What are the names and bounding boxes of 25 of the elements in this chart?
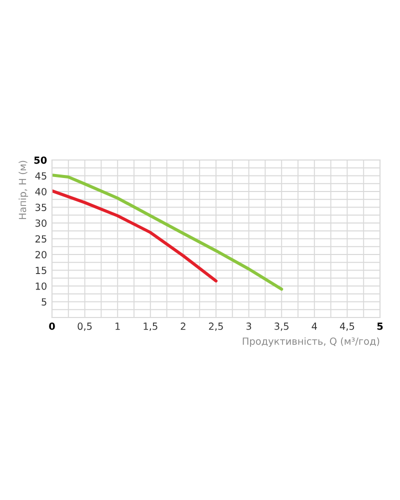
line-series xyxy=(52,189,218,282)
y-axis-title: Напір, H (м) xyxy=(18,160,28,220)
y-tick-label: 45 xyxy=(35,172,46,180)
x-tick-label: 2 xyxy=(180,322,186,330)
x-tick-label: 4,5 xyxy=(340,322,354,331)
x-tick-label: 1 xyxy=(116,322,120,330)
x-axis-title: Продуктивність, Q (м³/год) xyxy=(242,337,380,347)
x-tick-label: 0 xyxy=(49,322,55,330)
y-tick-label: 10 xyxy=(36,282,46,290)
x-tick-label: 3,5 xyxy=(274,322,288,331)
line-series xyxy=(52,174,284,291)
x-tick-label: 5 xyxy=(377,322,383,330)
y-tick-label: 30 xyxy=(36,219,46,227)
x-tick-label: 3 xyxy=(246,322,252,330)
x-tick-label: 1,5 xyxy=(144,322,158,331)
y-tick-label: 20 xyxy=(35,250,46,258)
y-tick-label: 35 xyxy=(36,204,46,212)
y-tick-label: 25 xyxy=(35,235,46,243)
x-tick-label: 2,5 xyxy=(208,322,223,331)
x-tick-label: 0,5 xyxy=(78,322,92,331)
y-tick-label: 15 xyxy=(36,266,46,274)
y-tick-label: 50 xyxy=(34,156,47,164)
y-tick-label: 5 xyxy=(42,298,46,306)
x-tick-label: 4 xyxy=(312,322,317,330)
y-tick-label: 40 xyxy=(35,188,46,196)
